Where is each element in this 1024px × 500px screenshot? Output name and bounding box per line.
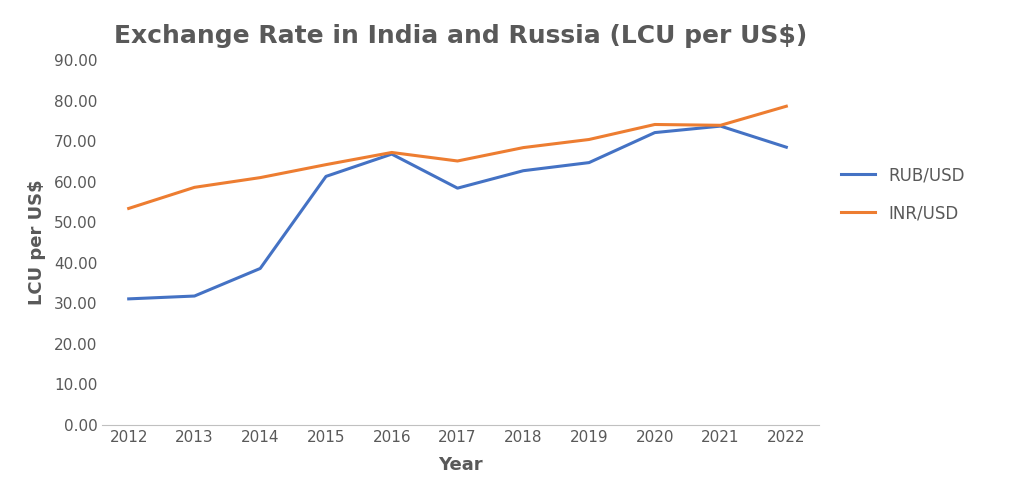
- INR/USD: [452, 158, 464, 164]
- RUB/USD: [386, 151, 398, 157]
- INR/USD: [517, 144, 529, 150]
- Line: RUB/USD: RUB/USD: [129, 126, 786, 299]
- Title: Exchange Rate in India and Russia (LCU per US$): Exchange Rate in India and Russia (LCU p…: [114, 24, 808, 48]
- RUB/USD: [254, 266, 266, 272]
- RUB/USD: [123, 296, 135, 302]
- RUB/USD: [188, 293, 201, 299]
- RUB/USD: [452, 185, 464, 191]
- INR/USD: [123, 206, 135, 212]
- INR/USD: [386, 150, 398, 156]
- INR/USD: [648, 122, 660, 128]
- Legend: RUB/USD, INR/USD: RUB/USD, INR/USD: [835, 160, 971, 229]
- INR/USD: [319, 162, 332, 168]
- RUB/USD: [780, 144, 793, 150]
- RUB/USD: [715, 123, 727, 129]
- RUB/USD: [517, 168, 529, 173]
- INR/USD: [583, 136, 595, 142]
- Line: INR/USD: INR/USD: [129, 106, 786, 208]
- INR/USD: [715, 122, 727, 128]
- RUB/USD: [648, 130, 660, 136]
- X-axis label: Year: Year: [438, 456, 483, 474]
- INR/USD: [780, 103, 793, 109]
- INR/USD: [254, 174, 266, 180]
- RUB/USD: [319, 174, 332, 180]
- RUB/USD: [583, 160, 595, 166]
- Y-axis label: LCU per US$: LCU per US$: [28, 180, 46, 306]
- INR/USD: [188, 184, 201, 190]
